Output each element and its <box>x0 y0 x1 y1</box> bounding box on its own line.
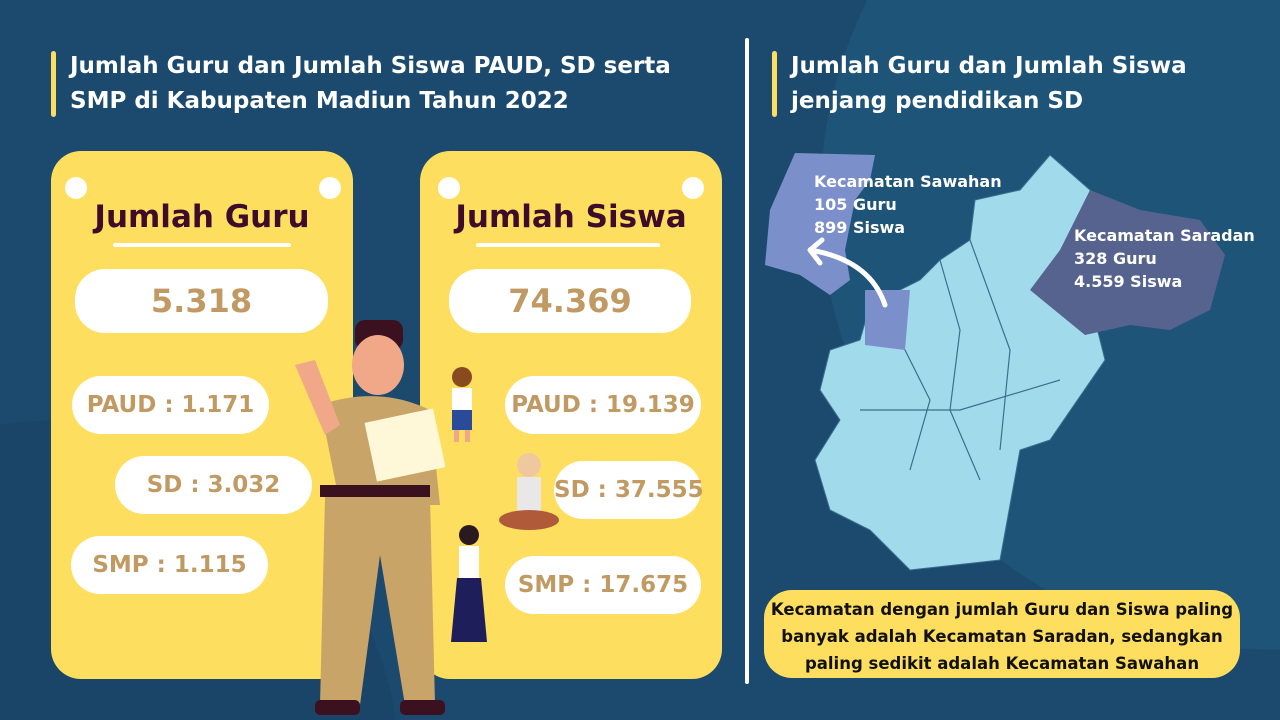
guru-paud: PAUD : 1.171 <box>72 376 269 434</box>
heading-underline <box>476 243 660 247</box>
siswa-smp: SMP : 17.675 <box>505 556 701 614</box>
saradan-guru: 328 Guru <box>1074 249 1157 268</box>
map-district-saradan <box>1030 190 1225 335</box>
map-boundary <box>860 239 1061 481</box>
siswa-total: 74.369 <box>449 269 691 333</box>
student-illustration <box>451 525 487 642</box>
sawahan-guru: 105 Guru <box>814 195 897 214</box>
right-title: Jumlah Guru dan Jumlah Siswa jenjang pen… <box>791 53 1187 114</box>
sawahan-name: Kecamatan Sawahan <box>814 172 1002 191</box>
title-accent <box>772 51 777 117</box>
card-hole <box>438 177 460 199</box>
heading-underline <box>113 243 291 247</box>
guru-card: Jumlah Guru 5.318 PAUD : 1.171 SD : 3.03… <box>51 151 353 679</box>
siswa-sd: SD : 37.555 <box>554 461 704 519</box>
title-accent <box>51 51 56 117</box>
guru-heading: Jumlah Guru <box>94 199 310 235</box>
saradan-siswa: 4.559 Siswa <box>1074 272 1183 291</box>
teacher-illustration <box>295 320 446 715</box>
student-illustration <box>499 453 559 530</box>
siswa-paud: PAUD : 19.139 <box>505 376 701 434</box>
map-district-base <box>814 154 1116 571</box>
card-hole <box>319 177 341 199</box>
guru-sd: SD : 3.032 <box>115 456 312 514</box>
summary-note: Kecamatan dengan jumlah Guru dan Siswa p… <box>764 590 1240 678</box>
sawahan-siswa: 899 Siswa <box>814 218 906 237</box>
sawahan-label: Kecamatan Sawahan 105 Guru 899 Siswa <box>814 170 1002 239</box>
divider <box>745 38 749 684</box>
saradan-name: Kecamatan Saradan <box>1074 226 1255 245</box>
guru-total: 5.318 <box>75 269 328 333</box>
map-district-sawahan <box>765 153 910 350</box>
card-hole <box>682 177 704 199</box>
left-title: Jumlah Guru dan Jumlah Siswa PAUD, SD se… <box>70 53 671 114</box>
guru-smp: SMP : 1.115 <box>71 536 268 594</box>
student-illustration <box>452 367 472 442</box>
arrow-icon <box>807 237 888 308</box>
siswa-heading: Jumlah Siswa <box>455 199 687 235</box>
madiun-map <box>765 153 1225 571</box>
saradan-label: Kecamatan Saradan 328 Guru 4.559 Siswa <box>1074 224 1255 293</box>
card-hole <box>65 177 87 199</box>
